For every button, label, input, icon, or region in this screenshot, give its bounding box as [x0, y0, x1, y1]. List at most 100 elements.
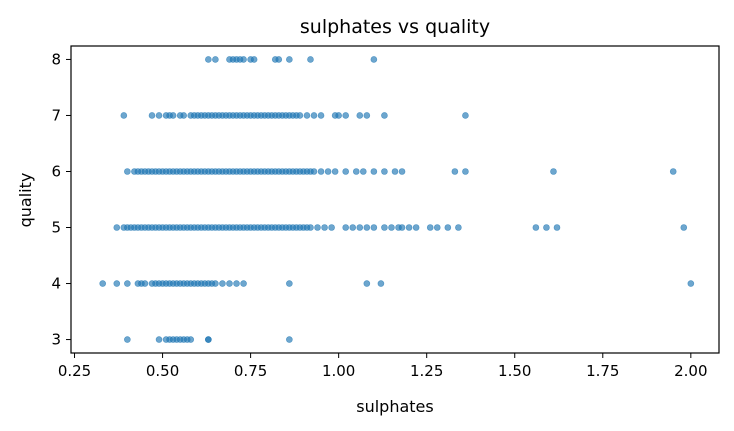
y-tick-label: 4 — [51, 275, 61, 293]
x-axis: 0.25 0.50 0.75 1.00 1.25 1.50 1.75 2.00 — [58, 353, 708, 380]
chart-title: sulphates vs quality — [300, 16, 490, 38]
data-point-q7-1 — [148, 112, 156, 119]
data-point-q3-1 — [155, 336, 163, 343]
data-point-q6-53 — [317, 168, 325, 175]
data-point-q4-30 — [363, 280, 371, 287]
data-point-q5-68 — [412, 224, 420, 231]
data-point-q5-54 — [307, 224, 314, 231]
x-tick-label: 1.00 — [322, 362, 355, 380]
data-point-q8-8 — [250, 56, 258, 63]
data-point-q3-0 — [124, 336, 131, 343]
data-point-q6-66 — [669, 168, 677, 175]
data-point-q8-1 — [212, 56, 219, 63]
data-point-q7-39 — [296, 112, 304, 119]
y-tick-label: 6 — [51, 162, 61, 180]
data-point-q5-61 — [363, 224, 371, 231]
data-point-q6-57 — [352, 168, 360, 175]
data-point-q6-54 — [324, 168, 332, 175]
y-tick-label: 5 — [51, 219, 61, 237]
data-point-q5-74 — [543, 224, 550, 231]
data-point-q5-60 — [356, 224, 364, 231]
data-point-q7-49 — [462, 112, 469, 119]
data-point-q8-13 — [370, 56, 378, 63]
data-point-q8-6 — [240, 56, 247, 63]
data-point-q4-1 — [113, 280, 121, 287]
plot-frame — [70, 45, 720, 354]
data-point-q5-70 — [433, 224, 441, 231]
data-point-q5-76 — [680, 224, 688, 231]
data-point-q4-29 — [286, 280, 293, 287]
data-points — [99, 56, 695, 343]
data-point-q5-72 — [455, 224, 462, 231]
y-tick-label: 3 — [51, 331, 61, 349]
data-point-q5-57 — [328, 224, 335, 231]
data-point-q4-32 — [687, 280, 695, 287]
data-point-q7-42 — [317, 112, 325, 119]
data-point-q7-45 — [342, 112, 350, 119]
data-point-q7-47 — [363, 112, 371, 119]
data-point-q6-62 — [398, 168, 406, 175]
data-point-q4-26 — [226, 280, 233, 287]
data-point-q5-58 — [342, 224, 350, 231]
data-point-q5-62 — [370, 224, 378, 231]
data-point-q5-75 — [553, 224, 561, 231]
x-tick-label: 1.75 — [586, 362, 619, 380]
data-point-q7-48 — [381, 112, 388, 119]
data-point-q7-44 — [335, 112, 342, 119]
data-point-q4-31 — [377, 280, 385, 287]
data-point-q5-64 — [388, 224, 395, 231]
x-tick-label: 0.25 — [58, 362, 91, 380]
data-point-q3-9 — [187, 336, 195, 343]
y-axis: 3 4 5 6 7 8 — [51, 50, 71, 349]
data-point-q6-61 — [391, 168, 399, 175]
data-point-q5-69 — [426, 224, 434, 231]
data-point-q7-7 — [180, 112, 187, 119]
data-point-q5-73 — [532, 224, 540, 231]
x-axis-label: sulphates — [356, 397, 433, 416]
data-point-q3-11 — [205, 336, 212, 343]
data-point-q4-28 — [240, 280, 247, 287]
data-point-q6-60 — [381, 168, 388, 175]
data-point-q5-66 — [398, 224, 406, 231]
x-tick-label: 0.75 — [234, 362, 267, 380]
data-point-q5-55 — [314, 224, 321, 231]
data-point-q5-67 — [405, 224, 413, 231]
data-point-q5-59 — [349, 224, 357, 231]
x-tick-label: 1.25 — [410, 362, 443, 380]
data-point-q4-5 — [141, 280, 149, 287]
data-point-q8-12 — [307, 56, 314, 63]
x-tick-label: 1.50 — [498, 362, 531, 380]
data-point-q6-65 — [550, 168, 557, 175]
data-point-q6-56 — [342, 168, 350, 175]
data-point-q6-59 — [370, 168, 378, 175]
data-point-q5-71 — [444, 224, 452, 231]
data-point-q6-52 — [310, 168, 318, 175]
data-point-q3-12 — [286, 336, 293, 343]
data-point-q6-58 — [359, 168, 367, 175]
data-point-q7-40 — [303, 112, 311, 119]
data-point-q4-27 — [233, 280, 240, 287]
y-tick-label: 7 — [51, 106, 61, 124]
data-point-q4-25 — [219, 280, 226, 287]
y-axis-label: quality — [16, 173, 35, 228]
data-point-q7-2 — [155, 112, 163, 119]
data-point-q5-56 — [321, 224, 328, 231]
data-point-q4-2 — [124, 280, 131, 287]
data-point-q6-0 — [124, 168, 131, 175]
data-point-q5-0 — [113, 224, 121, 231]
data-point-q7-5 — [169, 112, 177, 119]
data-point-q7-46 — [356, 112, 364, 119]
data-point-q6-64 — [462, 168, 469, 175]
data-point-q7-0 — [120, 112, 128, 119]
data-point-q7-41 — [310, 112, 318, 119]
data-point-q8-11 — [286, 56, 293, 63]
data-point-q8-0 — [205, 56, 212, 63]
x-tick-label: 0.50 — [146, 362, 179, 380]
y-tick-label: 8 — [51, 50, 61, 68]
data-point-q4-24 — [212, 280, 219, 287]
data-point-q8-10 — [275, 56, 283, 63]
data-point-q5-63 — [381, 224, 388, 231]
x-tick-label: 2.00 — [674, 362, 707, 380]
